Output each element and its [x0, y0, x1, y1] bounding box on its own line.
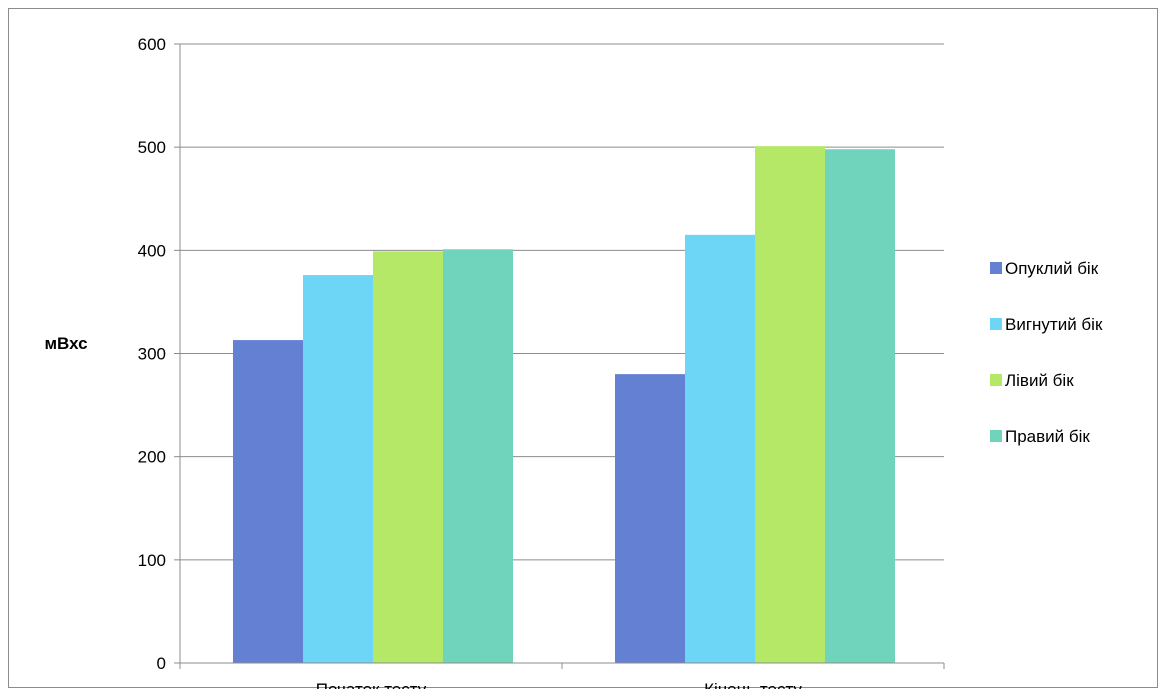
- legend-swatch: [990, 430, 1002, 442]
- y-tick-label: 600: [138, 35, 166, 54]
- bar: [615, 374, 685, 663]
- legend-swatch: [990, 262, 1002, 274]
- y-tick-label: 300: [138, 345, 166, 364]
- bar: [303, 275, 373, 663]
- bar: [755, 146, 825, 663]
- bar: [233, 340, 303, 663]
- bar: [443, 249, 513, 663]
- bar: [373, 251, 443, 664]
- y-tick-label: 100: [138, 551, 166, 570]
- chart-frame: 0 100 200 300 400 500 600 Початок тесту Кінець …: [8, 8, 1158, 694]
- y-tick-labels: 0 100 200 300 400 500 600: [138, 35, 166, 673]
- bar-chart: 0 100 200 300 400 500 600 Початок тесту Кінець …: [44, 35, 1103, 694]
- bar: [685, 234, 755, 663]
- x-tick-label: Кінець тесту: [704, 680, 802, 689]
- legend-swatch: [990, 318, 1002, 330]
- y-axis-label: мВхс: [44, 334, 87, 353]
- bars: [233, 146, 895, 664]
- legend-swatch: [990, 374, 1002, 386]
- legend-label: Вигнутий бік: [1005, 315, 1103, 334]
- legend: Опуклий бік Вигнутий бік Лівий бік Правий б…: [990, 259, 1103, 446]
- bar: [825, 149, 895, 664]
- legend-label: Лівий бік: [1005, 371, 1074, 390]
- legend-label: Опуклий бік: [1005, 259, 1099, 278]
- y-tick-label: 0: [157, 654, 166, 673]
- y-tick-label: 400: [138, 241, 166, 260]
- x-tick-label: Початок тесту: [316, 680, 427, 689]
- y-tick-label: 500: [138, 138, 166, 157]
- axes: [174, 43, 945, 669]
- y-tick-label: 200: [138, 448, 166, 467]
- x-tick-labels: Початок тесту Кінець тесту: [316, 680, 803, 694]
- legend-label: Правий бік: [1005, 427, 1090, 446]
